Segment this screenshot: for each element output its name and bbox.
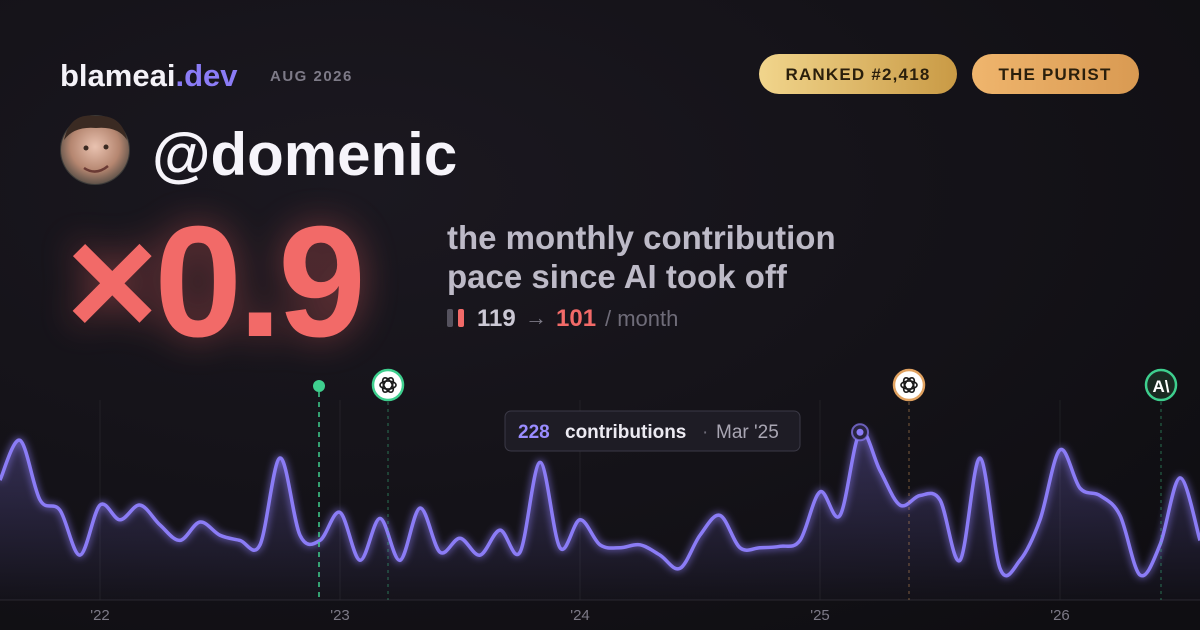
caption-line: pace since AI took off	[447, 258, 788, 295]
title-badge	[972, 54, 1139, 94]
x-tick-label: '26	[1050, 607, 1070, 624]
rank-badge-text: RANKED #2,418	[785, 65, 930, 84]
openai-icon	[892, 368, 926, 402]
openai-icon	[371, 368, 405, 402]
x-tick-label: '22	[90, 607, 110, 624]
handle: @domenic	[152, 121, 457, 188]
caption-line: the monthly contribution	[447, 219, 836, 256]
stat-before: 119	[477, 305, 516, 332]
area	[0, 431, 1200, 600]
brand-name: blameai	[60, 58, 175, 93]
brand-suffix: .dev	[175, 58, 238, 93]
rank-badge	[759, 54, 957, 94]
tooltip-separator: ·	[702, 422, 708, 443]
multiplier: ×0.9	[66, 194, 362, 370]
anthropic-icon-text: A\	[1153, 377, 1170, 396]
highlight-point	[856, 428, 864, 436]
title-badge-text: THE PURIST	[998, 65, 1111, 84]
period: AUG 2026	[270, 68, 353, 85]
tooltip-box	[504, 410, 801, 452]
chart: '22 '23 '24 '25 '26	[0, 400, 1200, 624]
tooltip-value: 228	[518, 422, 550, 443]
line	[0, 429, 1200, 578]
stat-unit: / month	[605, 306, 678, 331]
x-tick-label: '23	[330, 607, 350, 624]
stat-icon	[447, 309, 453, 327]
tooltip: 228 contributions · Mar '25	[504, 410, 801, 452]
tooltip-label: contributions	[565, 422, 686, 443]
anthropic-icon	[1144, 368, 1178, 402]
x-tick-label: '25	[810, 607, 830, 624]
stat-arrow: →	[525, 305, 547, 330]
brand: blameai.dev	[60, 58, 238, 93]
tooltip-date: Mar '25	[716, 422, 779, 443]
avatar	[60, 115, 130, 185]
event-markers: A\	[313, 368, 1178, 600]
stat-icon	[458, 309, 464, 327]
event-dot	[313, 380, 325, 392]
x-tick-label: '24	[570, 607, 590, 624]
stat-after: 101	[556, 305, 596, 332]
